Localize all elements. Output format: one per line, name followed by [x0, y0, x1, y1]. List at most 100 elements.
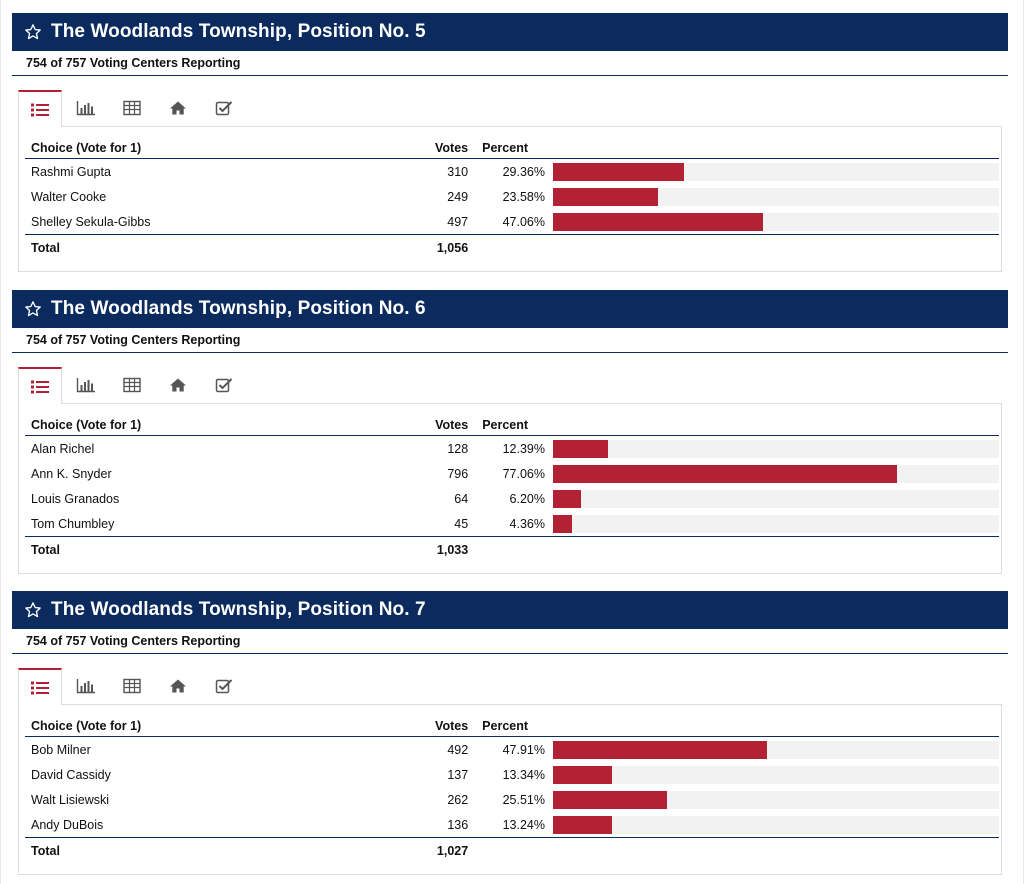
home-icon [169, 100, 187, 116]
candidate-name: Rashmi Gupta [31, 164, 111, 179]
candidate-percent: 47.06% [502, 214, 545, 229]
candidate-votes: 137 [447, 767, 469, 782]
candidate-name: Walter Cooke [31, 189, 107, 204]
candidate-name: Louis Granados [31, 491, 120, 506]
percent-bar-fill [553, 765, 613, 784]
percent-bar-track [553, 740, 999, 759]
tab-list[interactable] [18, 367, 62, 404]
candidate-row: Shelley Sekula-Gibbs 497 47.06% [25, 209, 999, 235]
candidate-votes: 45 [454, 516, 469, 531]
percent-bar-track [553, 489, 999, 508]
percent-bar-track [553, 212, 999, 231]
star-icon[interactable] [24, 300, 42, 318]
checkbox-icon [215, 377, 233, 393]
tab-table[interactable] [110, 367, 154, 403]
candidate-row: Andy DuBois 136 13.24% [25, 812, 999, 838]
list-icon [30, 379, 50, 395]
race-header: The Woodlands Township, Position No. 6 [12, 290, 1008, 328]
choice-header: Choice (Vote for 1) [25, 715, 414, 737]
race-card: The Woodlands Township, Position No. 5 7… [12, 13, 1008, 272]
total-row: Total 1,056 [25, 234, 999, 261]
table-icon [123, 100, 141, 116]
tab-list[interactable] [18, 90, 62, 127]
total-row: Total 1,027 [25, 837, 999, 864]
votes-header: Votes [413, 414, 469, 436]
tab-table[interactable] [110, 90, 154, 126]
percent-bar-track [553, 514, 999, 533]
total-label: Total [25, 837, 414, 864]
checkbox-icon [215, 100, 233, 116]
list-icon [30, 102, 50, 118]
tab-home[interactable] [156, 367, 200, 403]
table-icon [123, 377, 141, 393]
candidate-name: Walt Lisiewski [31, 792, 110, 807]
choice-header: Choice (Vote for 1) [25, 137, 414, 159]
race-title: The Woodlands Township, Position No. 5 [51, 21, 426, 42]
race-header: The Woodlands Township, Position No. 5 [12, 13, 1008, 51]
tab-bar-chart[interactable] [64, 90, 108, 126]
results-panel: Choice (Vote for 1) Votes Percent Rashmi… [18, 126, 1002, 272]
tab-checkbox[interactable] [202, 90, 246, 126]
candidate-name: Bob Milner [31, 742, 91, 757]
candidate-votes: 136 [447, 817, 469, 832]
candidate-percent: 25.51% [502, 792, 545, 807]
candidate-percent: 47.91% [502, 742, 545, 757]
star-icon[interactable] [24, 601, 42, 619]
candidate-percent: 4.36% [509, 516, 545, 531]
candidate-votes: 492 [447, 742, 469, 757]
candidate-row: David Cassidy 137 13.34% [25, 762, 999, 787]
candidate-percent: 12.39% [502, 441, 545, 456]
tab-table[interactable] [110, 668, 154, 704]
choice-header: Choice (Vote for 1) [25, 414, 414, 436]
candidate-percent: 77.06% [502, 466, 545, 481]
percent-bar-fill [553, 439, 609, 458]
tab-bar-chart[interactable] [64, 367, 108, 403]
percent-bar-fill [553, 162, 684, 181]
candidate-votes: 310 [447, 164, 469, 179]
votes-header: Votes [413, 137, 469, 159]
candidate-percent: 13.34% [502, 767, 545, 782]
percent-bar-fill [553, 464, 897, 483]
bar-chart-icon [76, 678, 96, 694]
candidate-row: Alan Richel 128 12.39% [25, 436, 999, 462]
race-title: The Woodlands Township, Position No. 6 [51, 298, 426, 319]
candidate-row: Bob Milner 492 47.91% [25, 737, 999, 763]
percent-bar-fill [553, 740, 767, 759]
reporting-status: 754 of 757 Voting Centers Reporting [12, 51, 1008, 76]
list-icon [30, 680, 50, 696]
total-label: Total [25, 234, 414, 261]
candidate-votes: 262 [447, 792, 469, 807]
percent-bar-track [553, 765, 999, 784]
percent-bar-track [553, 439, 999, 458]
candidate-row: Ann K. Snyder 796 77.06% [25, 461, 999, 486]
view-tabs [12, 668, 1008, 705]
tab-checkbox[interactable] [202, 668, 246, 704]
percent-bar-fill [553, 212, 763, 231]
total-label: Total [25, 536, 414, 563]
tab-home[interactable] [156, 90, 200, 126]
tab-list[interactable] [18, 668, 62, 705]
candidate-votes: 249 [447, 189, 469, 204]
candidate-name: Ann K. Snyder [31, 466, 112, 481]
candidate-votes: 796 [447, 466, 469, 481]
candidate-name: Alan Richel [31, 441, 95, 456]
percent-bar-fill [553, 815, 613, 834]
tab-home[interactable] [156, 668, 200, 704]
reporting-status: 754 of 757 Voting Centers Reporting [12, 629, 1008, 654]
reporting-status: 754 of 757 Voting Centers Reporting [12, 328, 1008, 353]
bar-chart-icon [76, 377, 96, 393]
percent-bar-track [553, 162, 999, 181]
results-table: Choice (Vote for 1) Votes Percent Rashmi… [25, 137, 999, 261]
tab-checkbox[interactable] [202, 367, 246, 403]
candidate-row: Walt Lisiewski 262 25.51% [25, 787, 999, 812]
candidate-votes: 64 [454, 491, 469, 506]
candidate-row: Tom Chumbley 45 4.36% [25, 511, 999, 537]
candidate-row: Rashmi Gupta 310 29.36% [25, 159, 999, 185]
results-table: Choice (Vote for 1) Votes Percent Alan R… [25, 414, 999, 563]
star-icon[interactable] [24, 23, 42, 41]
results-panel: Choice (Vote for 1) Votes Percent Alan R… [18, 403, 1002, 574]
percent-bar-fill [553, 514, 573, 533]
tab-bar-chart[interactable] [64, 668, 108, 704]
race-title: The Woodlands Township, Position No. 7 [51, 599, 426, 620]
